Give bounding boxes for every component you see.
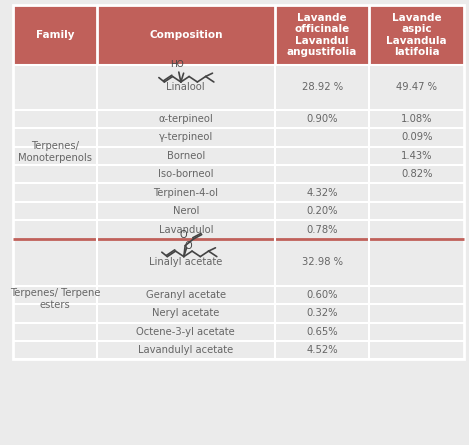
Text: Lavandulol: Lavandulol (159, 225, 213, 235)
Bar (14, 65, 97, 109)
Bar (97, 341, 275, 360)
Text: Iso-borneol: Iso-borneol (158, 169, 213, 179)
Bar (370, 220, 464, 239)
Bar (97, 165, 275, 183)
Bar (275, 128, 370, 146)
Text: O: O (184, 241, 192, 251)
Bar (370, 286, 464, 304)
Bar (275, 341, 370, 360)
Bar (97, 304, 275, 323)
Bar (97, 220, 275, 239)
Bar (14, 5, 97, 65)
Bar (370, 128, 464, 146)
Bar (14, 128, 97, 146)
Bar (97, 239, 275, 286)
Text: 1.43%: 1.43% (401, 151, 432, 161)
Text: Lavande
aspic
Lavandula
latifolia: Lavande aspic Lavandula latifolia (386, 12, 447, 57)
Bar (370, 202, 464, 220)
Text: Lavandulyl acetate: Lavandulyl acetate (138, 345, 234, 355)
Bar (275, 304, 370, 323)
Text: Family: Family (36, 30, 74, 40)
Bar (275, 202, 370, 220)
Text: Composition: Composition (149, 30, 222, 40)
Bar (97, 323, 275, 341)
Bar (97, 202, 275, 220)
Text: HO: HO (170, 60, 184, 69)
Bar (14, 146, 97, 165)
Text: 49.47 %: 49.47 % (396, 82, 437, 92)
Text: O: O (180, 230, 188, 240)
Text: 0.20%: 0.20% (306, 206, 338, 216)
Text: 4.32%: 4.32% (306, 188, 338, 198)
Bar (14, 323, 97, 341)
Bar (14, 239, 97, 286)
Bar (370, 146, 464, 165)
Bar (14, 109, 97, 128)
Bar (14, 286, 97, 304)
Bar (97, 65, 275, 109)
Text: Terpinen-4-ol: Terpinen-4-ol (153, 188, 218, 198)
Bar (275, 239, 370, 286)
Text: 0.65%: 0.65% (306, 327, 338, 337)
Bar (97, 5, 275, 65)
Bar (370, 165, 464, 183)
Text: 0.32%: 0.32% (306, 308, 338, 318)
Text: Terpenes/
Monoterpenols: Terpenes/ Monoterpenols (18, 141, 92, 163)
Text: Nerol: Nerol (173, 206, 199, 216)
Bar (275, 65, 370, 109)
Bar (370, 183, 464, 202)
Bar (370, 65, 464, 109)
Bar (275, 220, 370, 239)
Bar (14, 341, 97, 360)
Bar (97, 286, 275, 304)
Text: Geranyl acetate: Geranyl acetate (146, 290, 226, 300)
Text: Lavande
officinale
Lavandul
angustifolia: Lavande officinale Lavandul angustifolia (287, 12, 357, 57)
Bar (14, 165, 97, 183)
Text: 0.90%: 0.90% (306, 114, 338, 124)
Text: Borneol: Borneol (166, 151, 205, 161)
Bar (14, 202, 97, 220)
Bar (370, 341, 464, 360)
Bar (14, 220, 97, 239)
Bar (97, 128, 275, 146)
Text: 0.82%: 0.82% (401, 169, 432, 179)
Text: Linalool: Linalool (166, 82, 205, 92)
Text: 32.98 %: 32.98 % (302, 257, 343, 267)
Bar (275, 146, 370, 165)
Bar (14, 183, 97, 202)
Text: α-terpineol: α-terpineol (159, 114, 213, 124)
Text: Terpenes/ Terpene
esters: Terpenes/ Terpene esters (10, 288, 100, 310)
Bar (14, 5, 464, 360)
Text: 0.78%: 0.78% (306, 225, 338, 235)
Bar (370, 239, 464, 286)
Bar (370, 323, 464, 341)
Bar (97, 183, 275, 202)
Bar (275, 323, 370, 341)
Bar (275, 109, 370, 128)
Text: 1.08%: 1.08% (401, 114, 432, 124)
Text: Neryl acetate: Neryl acetate (152, 308, 219, 318)
Text: 0.09%: 0.09% (401, 132, 432, 142)
Bar (370, 304, 464, 323)
Bar (370, 5, 464, 65)
Text: Octene-3-yl acetate: Octene-3-yl acetate (136, 327, 235, 337)
Bar (275, 183, 370, 202)
Bar (275, 286, 370, 304)
Bar (97, 146, 275, 165)
Text: Linalyl acetate: Linalyl acetate (149, 257, 222, 267)
Bar (275, 165, 370, 183)
Text: 4.52%: 4.52% (306, 345, 338, 355)
Text: γ-terpineol: γ-terpineol (159, 132, 213, 142)
Bar (97, 109, 275, 128)
Bar (370, 109, 464, 128)
Bar (14, 304, 97, 323)
Bar (275, 5, 370, 65)
Text: 28.92 %: 28.92 % (302, 82, 343, 92)
Text: 0.60%: 0.60% (306, 290, 338, 300)
